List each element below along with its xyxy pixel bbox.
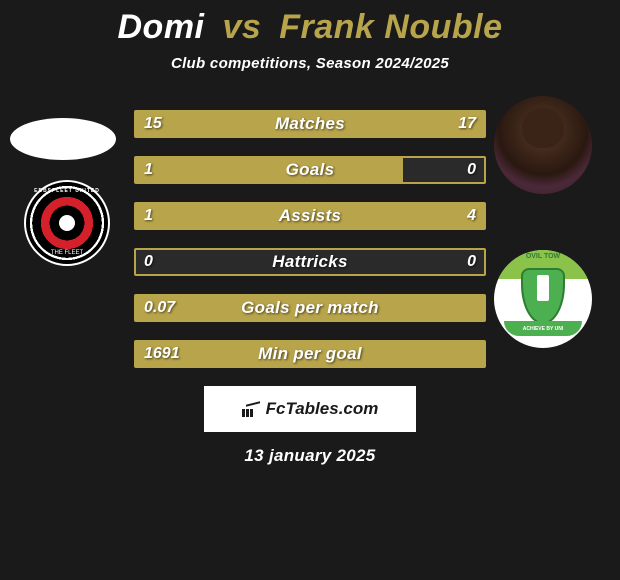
stat-label: Min per goal xyxy=(134,340,486,368)
stat-row: 14Assists xyxy=(134,202,486,230)
brand-text: FcTables.com xyxy=(266,399,379,419)
stat-label: Goals per match xyxy=(134,294,486,322)
stat-label: Hattricks xyxy=(134,248,486,276)
stat-row: 10Goals xyxy=(134,156,486,184)
stat-row: 1691Min per goal xyxy=(134,340,486,368)
stat-label: Matches xyxy=(134,110,486,138)
club1-text-top: EBBSFLEET UNITED xyxy=(26,188,108,194)
stat-label: Goals xyxy=(134,156,486,184)
player1-name: Domi xyxy=(118,8,205,46)
player2-name: Frank Nouble xyxy=(279,8,502,46)
content-area: EBBSFLEET UNITED THE FLEET OVIL TOW ACHI… xyxy=(0,102,620,368)
stat-row: 00Hattricks xyxy=(134,248,486,276)
player1-club-badge: EBBSFLEET UNITED THE FLEET xyxy=(24,180,110,266)
club1-text-bottom: THE FLEET xyxy=(26,250,108,256)
stat-label: Assists xyxy=(134,202,486,230)
club1-ball-icon xyxy=(59,215,75,231)
player1-avatar xyxy=(10,118,116,160)
stat-row: 1517Matches xyxy=(134,110,486,138)
vs-separator: vs xyxy=(222,8,261,46)
stat-bars-container: 1517Matches 10Goals 14Assists 00Hattricks 0.… xyxy=(134,102,486,368)
player2-club-badge: OVIL TOW ACHIEVE BY UNI xyxy=(494,250,592,348)
club2-text-bottom: ACHIEVE BY UNI xyxy=(494,326,592,332)
subtitle: Club competitions, Season 2024/2025 xyxy=(0,55,620,72)
chart-icon xyxy=(242,401,262,417)
club2-text-top: OVIL TOW xyxy=(494,253,592,260)
date-label: 13 january 2025 xyxy=(0,446,620,466)
player2-avatar xyxy=(494,96,592,194)
comparison-title: Domi vs Frank Nouble xyxy=(0,0,620,47)
club2-shield-icon xyxy=(521,268,564,325)
stat-row: 0.07Goals per match xyxy=(134,294,486,322)
brand-box[interactable]: FcTables.com xyxy=(204,386,416,432)
